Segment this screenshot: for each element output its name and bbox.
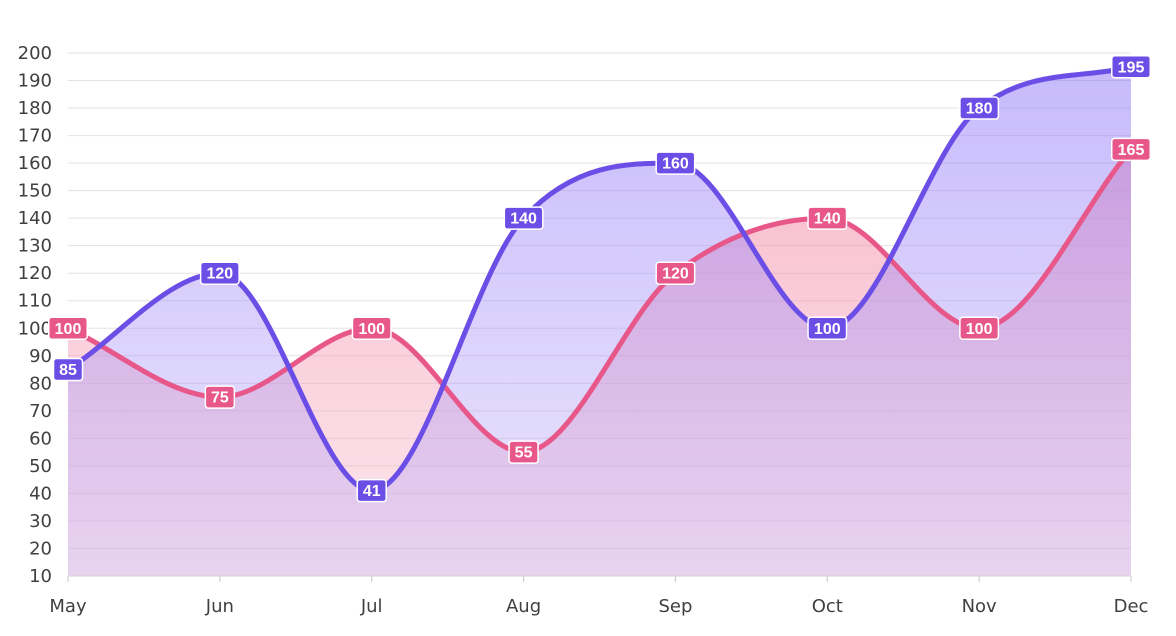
y-tick-label: 200 <box>18 43 52 64</box>
data-label-box <box>508 440 539 464</box>
series-1-point[interactable]: 165 <box>1111 137 1151 162</box>
data-label-box <box>1111 137 1151 162</box>
series-2-point[interactable]: 120 <box>199 261 240 285</box>
x-tick-label: Nov <box>962 596 997 617</box>
series-2-point[interactable]: 41 <box>356 478 387 503</box>
series-1-point[interactable]: 55 <box>508 440 539 464</box>
data-label-box <box>807 206 848 230</box>
series-1-point[interactable]: 100 <box>351 316 392 341</box>
y-tick-label: 20 <box>29 538 52 559</box>
data-label-box <box>503 206 544 230</box>
x-tick-label: Jun <box>205 596 234 617</box>
x-tick-label: Jul <box>360 596 383 617</box>
y-tick-label: 60 <box>29 428 52 449</box>
data-label-box <box>48 316 88 341</box>
data-label: 41 <box>363 483 381 500</box>
y-tick-label: 40 <box>29 483 52 504</box>
series-2-point[interactable]: 160 <box>655 151 696 175</box>
y-tick-label: 30 <box>29 511 52 532</box>
data-label: 100 <box>966 321 993 338</box>
data-label: 140 <box>510 211 537 228</box>
data-label: 195 <box>1118 59 1145 76</box>
data-label-box <box>52 357 84 382</box>
series-1-point[interactable]: 100 <box>959 316 1000 341</box>
axes: 1020304050607080901001101201301401501601… <box>18 43 1149 617</box>
data-label: 120 <box>207 266 234 283</box>
y-tick-label: 190 <box>18 71 52 92</box>
data-label: 180 <box>966 101 993 118</box>
series-2-point[interactable]: 180 <box>959 96 1000 120</box>
series-2-area <box>68 66 1131 577</box>
x-tick-label: Aug <box>506 596 541 617</box>
y-tick-label: 10 <box>29 566 52 587</box>
data-label: 85 <box>59 362 77 379</box>
y-tick-label: 130 <box>18 236 52 257</box>
data-label-box <box>807 316 848 341</box>
data-label-box <box>959 316 1000 341</box>
areas <box>68 66 1131 577</box>
data-label: 100 <box>55 321 82 338</box>
y-tick-label: 150 <box>18 181 52 202</box>
data-label-box <box>204 385 236 409</box>
x-tick-label: May <box>49 596 87 617</box>
y-tick-label: 140 <box>18 208 52 229</box>
data-label-box <box>351 316 392 341</box>
series-1-point[interactable]: 100 <box>48 316 88 341</box>
series-2-point[interactable]: 85 <box>52 357 84 382</box>
data-label: 100 <box>814 321 841 338</box>
data-label-box <box>655 261 696 285</box>
series-2-point[interactable]: 195 <box>1111 55 1151 79</box>
x-tick-label: Dec <box>1114 596 1149 617</box>
series-1-point[interactable]: 120 <box>655 261 696 285</box>
y-tick-label: 80 <box>29 373 52 394</box>
x-tick-label: Oct <box>812 596 843 617</box>
x-tick-label: Sep <box>658 596 692 617</box>
data-labels: 100 75 100 55 120 140 100 165 85 120 41 140 160 100 18… <box>48 55 1151 503</box>
data-label: 120 <box>662 266 689 283</box>
y-tick-label: 90 <box>29 346 52 367</box>
series-2-point[interactable]: 140 <box>503 206 544 230</box>
data-label-box <box>655 151 696 175</box>
data-label-box <box>356 478 387 503</box>
y-tick-label: 160 <box>18 153 52 174</box>
series-2-line <box>65 64 1134 494</box>
data-label-box <box>959 96 1000 120</box>
data-label: 55 <box>515 445 533 462</box>
series-2-point[interactable]: 100 <box>807 316 848 341</box>
data-label: 160 <box>662 156 689 173</box>
data-label-box <box>199 261 240 285</box>
y-tick-label: 180 <box>18 98 52 119</box>
y-tick-label: 50 <box>29 456 52 477</box>
data-label: 140 <box>814 211 841 228</box>
data-label: 165 <box>1118 142 1145 159</box>
y-tick-label: 170 <box>18 126 52 147</box>
data-label: 100 <box>358 321 385 338</box>
series-1-point[interactable]: 140 <box>807 206 848 230</box>
y-tick-label: 110 <box>18 291 52 312</box>
y-tick-label: 100 <box>18 318 52 339</box>
series-1-point[interactable]: 75 <box>204 385 236 409</box>
y-tick-label: 120 <box>18 263 52 284</box>
y-tick-label: 70 <box>29 401 52 422</box>
data-label: 75 <box>211 390 229 407</box>
data-label-box <box>1111 55 1151 79</box>
